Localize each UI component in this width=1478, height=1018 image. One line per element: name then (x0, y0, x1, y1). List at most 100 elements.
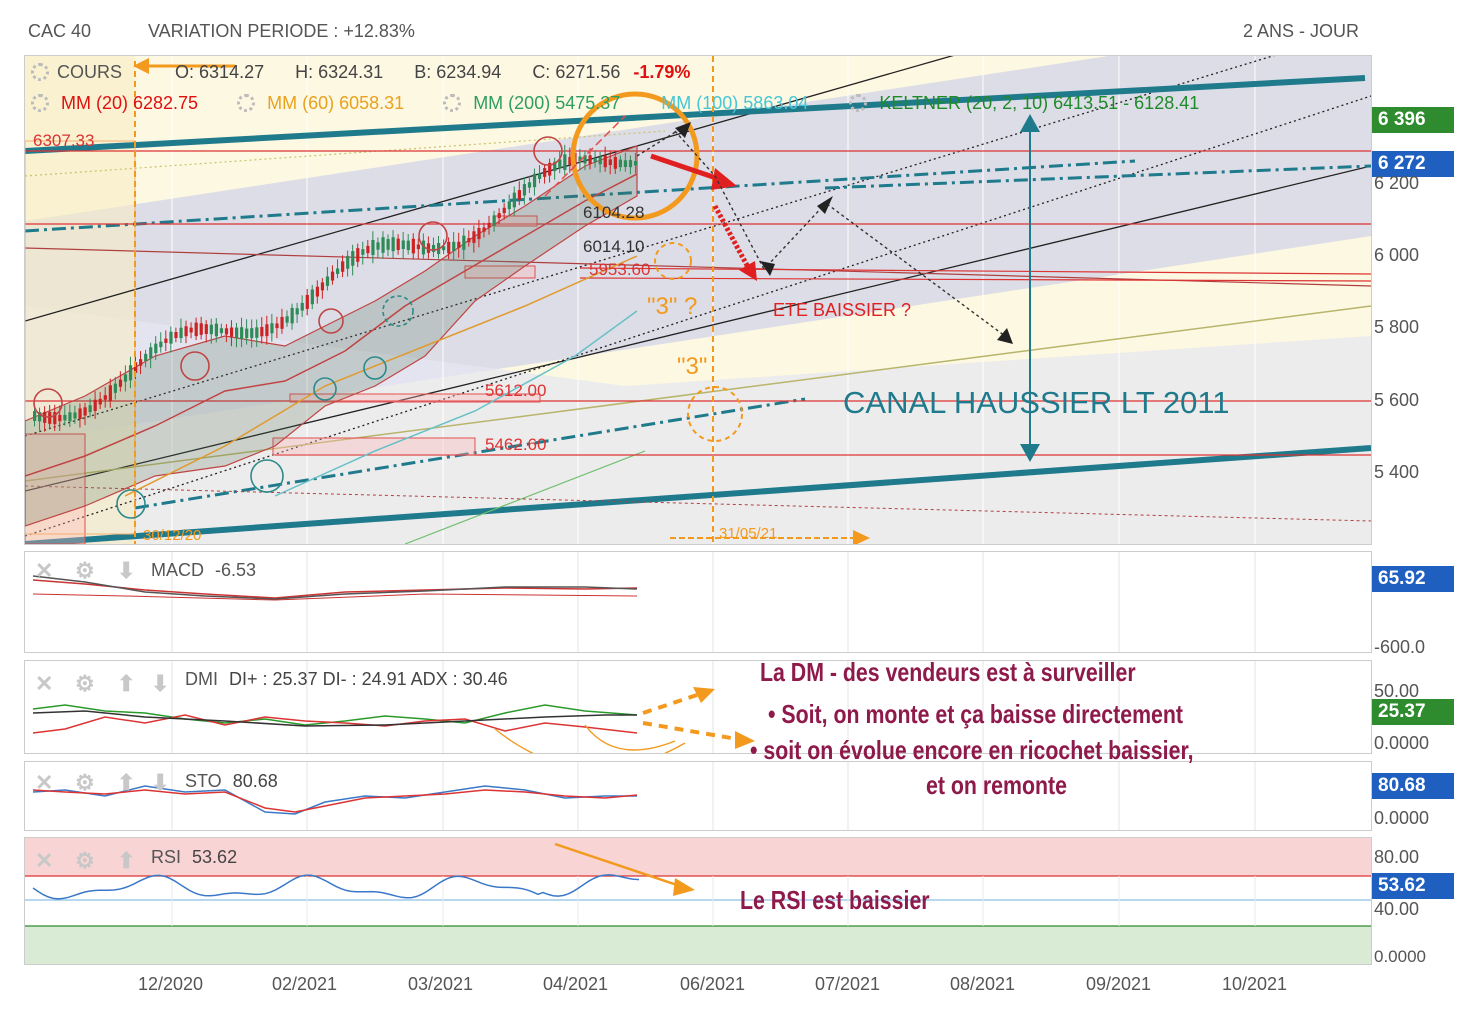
candle-body (563, 154, 567, 170)
candle-body (623, 160, 628, 168)
candle-body (538, 173, 542, 179)
open-value: O: 6314.27 (175, 62, 265, 82)
candle-body (391, 237, 395, 252)
gear-icon[interactable]: ⚙ (75, 770, 95, 795)
sto-panel[interactable]: ✕ ⚙ ⬆ ⬇ STO 80.68 (24, 761, 1372, 831)
level-6307: 6307.33 (33, 131, 94, 150)
mm20-value: MM (20) 6282.75 (61, 93, 199, 113)
candle-body (411, 238, 415, 254)
channel-fill (25, 56, 1371, 441)
rsi-badge: 53.62 (1372, 873, 1454, 899)
dmi-label: DMI (185, 669, 218, 689)
candle-body (144, 353, 148, 362)
rsi-axis-mid: 40.00 (1374, 899, 1420, 919)
candle-body (588, 155, 592, 164)
close-icon[interactable]: ✕ (35, 558, 54, 583)
candle-body (482, 227, 486, 232)
candle-body (174, 332, 178, 339)
dmi-axis-bottom: 0.0000 (1374, 733, 1430, 753)
price-panel[interactable]: 6307.33 6104.28 6014.10 5953.60 5612.00 … (24, 55, 1372, 545)
candle-body (553, 161, 557, 172)
arrow-up-icon[interactable]: ⬆ (117, 671, 136, 696)
candle-body (48, 411, 52, 424)
candle-body (512, 192, 516, 208)
candle-body (93, 399, 97, 411)
gear-icon[interactable]: ⚙ (75, 671, 95, 696)
sto-legend: STO 80.68 (185, 771, 278, 792)
sto-axis-bottom: 0.0000 (1374, 808, 1430, 828)
rsi-axis-top: 80.00 (1374, 847, 1420, 867)
low-value: B: 6234.94 (414, 62, 502, 82)
left-zone-fill (25, 56, 135, 544)
x-label-0221: 02/2021 (272, 974, 338, 994)
high-value: H: 6324.31 (295, 62, 384, 82)
candle-body (351, 251, 355, 266)
x-label-1220: 12/2020 (138, 974, 204, 994)
rsi-label: RSI (151, 847, 182, 867)
candle-body (361, 249, 365, 255)
close-icon[interactable]: ✕ (35, 671, 54, 696)
candle-body (159, 341, 163, 348)
price-high-badge: 6 396 (1372, 107, 1454, 133)
rsi-legend: RSI 53.62 (151, 847, 237, 868)
dmi-panel[interactable]: ✕ ⚙ ⬆ ⬇ DMI DI+ : 25.37 DI- : 24.91 ADX … (24, 660, 1372, 754)
macd-label: MACD (151, 560, 204, 580)
mm60-value: MM (60) 6058.31 (267, 93, 405, 113)
candle-body (497, 213, 501, 219)
arrow-down-icon[interactable]: ⬇ (117, 558, 136, 583)
macd-panel[interactable]: ✕ ⚙ ⬇ MACD -6.53 (24, 551, 1372, 653)
comment-dm-title: La DM - des vendeurs est à surveiller (760, 657, 1136, 687)
mm60-gear-icon[interactable] (237, 94, 256, 112)
close-icon[interactable]: ✕ (35, 848, 54, 873)
keltner-gear-icon[interactable] (849, 94, 868, 112)
candle-body (603, 155, 607, 168)
candle-body (522, 184, 527, 196)
change-value: -1.79% (633, 62, 691, 82)
candle-body (53, 412, 57, 425)
candle-body (492, 215, 496, 226)
candle-body (447, 241, 451, 254)
close-icon[interactable]: ✕ (35, 770, 54, 795)
candle-body (310, 289, 314, 305)
candle-body (123, 374, 128, 382)
candle-body (169, 331, 173, 344)
candle-body (240, 327, 244, 340)
candle-body (558, 159, 562, 169)
candle-body (467, 238, 471, 243)
candle-body (578, 156, 582, 163)
candle-body (593, 158, 597, 163)
candle-body (346, 255, 350, 269)
candle-body (245, 328, 249, 339)
candle-body (164, 338, 168, 343)
arrow-down-icon[interactable]: ⬇ (151, 770, 170, 795)
mm20-gear-icon[interactable] (31, 94, 49, 112)
comment-dm-line2: • soit on évolue encore en ricochet bais… (750, 735, 1194, 765)
top-highlight-circle (570, 91, 700, 221)
price-tick-6000: 6 000 (1374, 245, 1420, 265)
mm200-gear-icon[interactable] (443, 94, 462, 112)
gear-icon[interactable]: ⚙ (75, 848, 95, 873)
arrow-down-icon[interactable]: ⬇ (151, 671, 170, 696)
candle-body (199, 323, 203, 335)
gear-icon[interactable]: ⚙ (75, 558, 95, 583)
channel-bottom-line (25, 445, 1371, 544)
rsi-axis-bottom: 0.0000 (1374, 947, 1426, 966)
candle-body (300, 302, 304, 311)
arrow-up-icon[interactable]: ⬆ (117, 770, 136, 795)
candle-body (608, 159, 612, 166)
keltner-value: KELTNER (20, 2, 10) 6413.51 - 6128.41 (879, 93, 1200, 113)
settings-gear-icon[interactable] (31, 63, 49, 81)
comment-dm-line3: et on remonte (926, 770, 1067, 800)
candle-body (371, 239, 375, 256)
arrow-up-icon[interactable]: ⬆ (117, 848, 136, 873)
macd-value: -6.53 (215, 560, 257, 580)
candle-body (386, 239, 390, 250)
candle-body (88, 405, 92, 413)
candle-body (598, 157, 602, 165)
candle-body (229, 327, 234, 337)
rsi-panel[interactable]: ✕ ⚙ ⬆ RSI 53.62 (24, 837, 1372, 965)
candle-body (214, 323, 218, 337)
price-tick-5600: 5 600 (1374, 390, 1420, 410)
period-selector[interactable]: 2 ANS - JOUR (1243, 21, 1360, 41)
comment-dm-line1: • Soit, on monte et ça baisse directemen… (768, 699, 1184, 729)
